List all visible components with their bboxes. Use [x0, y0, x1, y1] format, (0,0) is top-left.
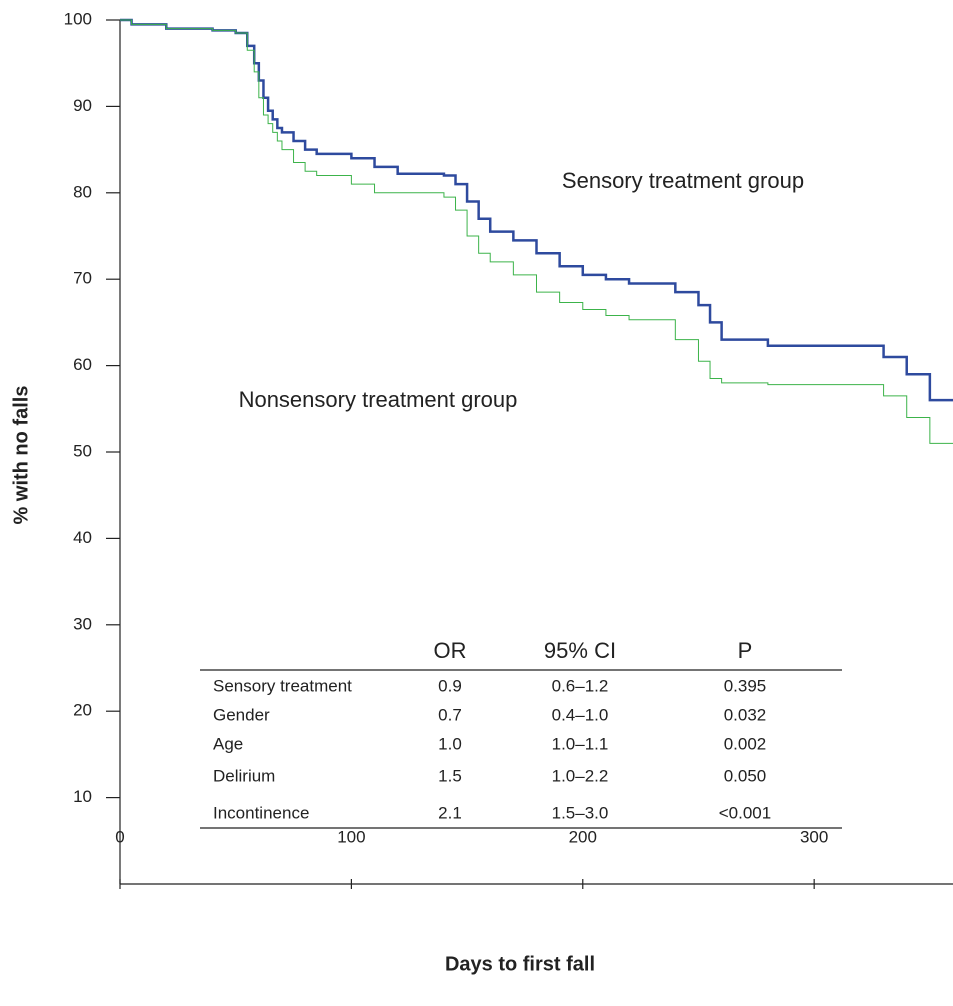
table-cell: 0.002 [724, 734, 767, 753]
y-tick-label: 40 [73, 528, 92, 547]
table-cell: Age [213, 734, 243, 753]
table-cell: Incontinence [213, 803, 309, 822]
y-tick-label: 100 [64, 9, 92, 28]
table-cell: <0.001 [719, 803, 771, 822]
y-tick-label: 70 [73, 269, 92, 288]
table-cell: Delirium [213, 766, 275, 785]
table-cell: 1.0 [438, 734, 462, 753]
table-cell: 0.4–1.0 [552, 705, 609, 724]
x-tick-label: 100 [337, 827, 365, 846]
table-cell: 0.032 [724, 705, 767, 724]
table-cell: 1.5–3.0 [552, 803, 609, 822]
table-cell: 1.5 [438, 766, 462, 785]
series-label: Nonsensory treatment group [239, 387, 518, 412]
x-axis-label: Days to first fall [445, 953, 595, 975]
table-cell: Gender [213, 705, 270, 724]
y-tick-label: 80 [73, 182, 92, 201]
table-cell: 1.0–2.2 [552, 766, 609, 785]
y-tick-label: 10 [73, 787, 92, 806]
table-header: P [738, 638, 753, 663]
survival-curve [120, 18, 953, 402]
y-tick-label: 30 [73, 614, 92, 633]
x-tick-label: 0 [115, 827, 124, 846]
y-tick-label: 90 [73, 96, 92, 115]
x-tick-label: 200 [569, 827, 597, 846]
table-cell: 0.7 [438, 705, 462, 724]
table-header: OR [434, 638, 467, 663]
table-cell: 0.050 [724, 766, 767, 785]
series-label: Sensory treatment group [562, 168, 804, 193]
table-cell: 0.395 [724, 676, 767, 695]
table-cell: 2.1 [438, 803, 462, 822]
survival-curve [120, 19, 953, 444]
table-header: 95% CI [544, 638, 616, 663]
table-cell: Sensory treatment [213, 676, 352, 695]
y-tick-label: 50 [73, 441, 92, 460]
y-tick-label: 60 [73, 355, 92, 374]
table-cell: 1.0–1.1 [552, 734, 609, 753]
table-cell: 0.9 [438, 676, 462, 695]
y-tick-label: 20 [73, 701, 92, 720]
table-cell: 0.6–1.2 [552, 676, 609, 695]
x-tick-label: 300 [800, 827, 828, 846]
y-axis-label: % with no falls [10, 386, 32, 525]
